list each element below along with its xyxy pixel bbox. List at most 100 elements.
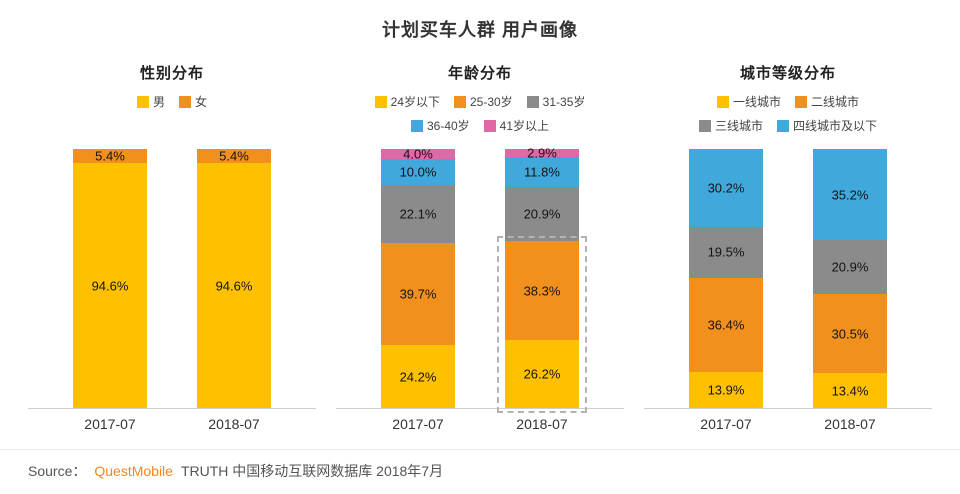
legend: 一线城市 二线城市三线城市 四线城市及以下 [682,93,894,143]
legend: 男女 [18,93,326,143]
x-axis-label: 2018-07 [516,416,568,432]
panel-title: 性别分布 [139,65,204,82]
legend-item: 三线城市 [698,117,763,134]
x-labels: 2017-07 2018-07 [28,416,316,432]
x-axis-label: 2018-07 [208,416,260,432]
bar-segment: 4.0% [381,147,455,162]
x-axis-label: 2017-07 [392,416,444,432]
x-axis-label: 2018-07 [824,416,876,432]
legend-swatch [716,95,729,108]
bar-segment: 5.4% [197,149,271,164]
panel-title: 年龄分布 [447,65,512,82]
legend: 24岁以下 25-30岁 31-35岁 36-40岁 41岁以上 [362,93,598,143]
segment-value: 24.2% [399,369,437,385]
bar-segment: 94.6% [197,163,271,408]
bar-segment: 38.3% [505,241,579,341]
panel-gender: 性别分布 男女 94.6% 5.4% 94.6% 5.4% 2017-07 2018-0… [18,50,326,432]
bar-segment: 20.9% [505,187,579,242]
x-labels: 2017-07 2018-07 [336,416,624,432]
segment-value: 35.2% [831,187,869,203]
bars: 24.2% 39.7% 22.1% 10.0% 4.0% 26.2% 38.3% 20.9% 1… [336,145,624,413]
bar-segment: 11.8% [505,156,579,188]
segment-value: 38.3% [523,283,561,299]
legend-label: 三线城市 [714,119,763,133]
legend-swatch [453,95,466,108]
bar-segment: 94.6% [73,163,147,408]
legend-item: 24岁以下 [374,93,440,110]
segment-value: 30.5% [831,326,869,342]
legend-swatch [483,119,496,132]
segment-value: 22.1% [399,206,437,222]
legend-label: 女 [195,95,208,109]
segment-value: 36.4% [707,317,745,333]
legend-item: 36-40岁 [410,117,470,134]
legend-label: 31-35岁 [542,95,586,109]
bar-2017-07: 24.2% 39.7% 22.1% 10.0% 4.0% [381,147,455,408]
legend-label: 一线城市 [732,95,781,109]
bar-segment: 26.2% [505,340,579,408]
bar-2018-07: 94.6% 5.4% [197,149,271,408]
bar-segment: 30.2% [689,149,763,228]
legend-label: 25-30岁 [469,95,513,109]
segment-value: 94.6% [215,278,253,293]
legend-item: 25-30岁 [453,93,513,110]
x-axis-label: 2017-07 [84,416,136,432]
bar-segment: 20.9% [813,240,887,295]
segment-value: 5.4% [95,148,125,164]
legend-item: 男 [136,93,165,110]
segment-value: 2.9% [527,145,557,161]
bar-segment: 13.9% [689,372,763,408]
legend-label: 四线城市及以下 [793,119,878,133]
segment-value: 13.9% [707,382,745,398]
x-axis-label: 2017-07 [700,416,752,432]
legend-label: 24岁以下 [390,95,440,109]
bar-2017-07: 94.6% 5.4% [73,149,147,408]
segment-value: 5.4% [219,148,249,164]
legend-item: 二线城市 [795,93,859,110]
panel-age: 年龄分布 24岁以下 25-30岁 31-35岁 36-40岁 41岁以上 24.2% 3… [326,50,634,432]
legend-swatch [698,119,711,132]
segment-value: 13.4% [831,383,869,399]
source-footer: Source： QuestMobile TRUTH 中国移动互联网数据库 201… [0,449,960,494]
bar-segment: 19.5% [689,227,763,278]
bar-segment: 39.7% [381,242,455,346]
legend-swatch [136,95,149,108]
bar-2018-07: 26.2% 38.3% 20.9% 11.8% 2.9% [497,145,587,413]
legend-label: 男 [152,95,165,109]
bar-segment: 22.1% [381,185,455,243]
panel-city: 城市等级分布 一线城市 二线城市 三线城市 四线城市及以下 13.9% 36.4% 19.… [634,50,942,432]
segment-value: 26.2% [523,366,561,382]
segment-value: 94.6% [91,278,129,293]
bar-segment: 35.2% [813,149,887,241]
segment-value: 10.0% [399,164,437,180]
bar-segment: 13.4% [813,373,887,408]
bars: 13.9% 36.4% 19.5% 30.2% 13.4% 30.5% 20.9% 35.2% [644,149,932,409]
legend-label: 41岁以上 [499,119,550,133]
legend-item: 41岁以上 [483,117,550,134]
bar-segment: 5.4% [73,149,147,164]
legend-swatch [179,95,191,108]
x-labels: 2017-07 2018-07 [644,416,932,432]
legend-item: 女 [179,93,207,110]
bar-segment: 24.2% [381,345,455,408]
segment-value: 19.5% [707,244,745,260]
legend-swatch [410,119,423,132]
segment-value: 11.8% [524,164,560,180]
legend-label: 36-40岁 [426,119,470,133]
bar-segment: 10.0% [381,159,455,186]
legend-item: 一线城市 [716,93,781,110]
bars: 94.6% 5.4% 94.6% 5.4% [28,149,316,409]
source-brand: QuestMobile [94,463,173,479]
source-text: TRUTH 中国移动互联网数据库 2018年7月 [180,463,444,479]
segment-value: 4.0% [403,146,433,162]
legend-item: 31-35岁 [526,93,586,110]
chart-panels: 性别分布 男女 94.6% 5.4% 94.6% 5.4% 2017-07 2018-0… [0,42,960,432]
segment-value: 30.2% [707,180,745,196]
legend-swatch [777,119,789,132]
page-title: 计划买车人群 用户画像 [382,20,578,40]
source-label: Source： [28,463,87,479]
legend-label: 二线城市 [811,95,860,109]
bar-2018-07: 13.4% 30.5% 20.9% 35.2% [813,149,887,408]
bar-segment: 36.4% [689,277,763,372]
